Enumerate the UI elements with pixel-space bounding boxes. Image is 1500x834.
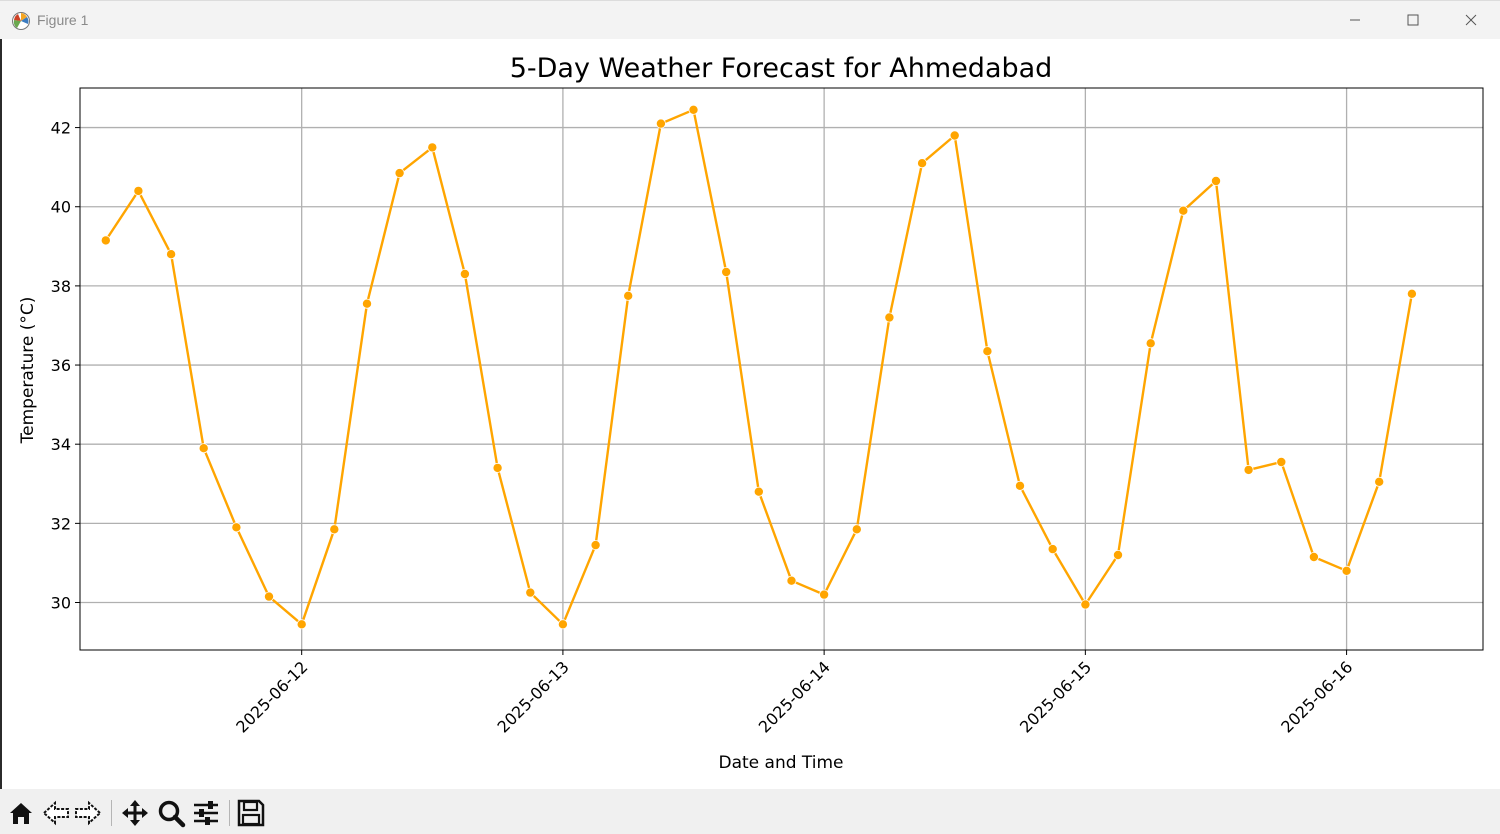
x-axis-label: Date and Time (718, 753, 843, 773)
axis-ticks: 30 32 34 36 38 40 42 2025-06-12 2025-06-13 2025-0… (51, 119, 1357, 737)
y-tick-label: 32 (51, 514, 71, 533)
data-point (198, 443, 209, 454)
data-point (851, 524, 862, 535)
y-tick-label: 38 (51, 277, 71, 296)
window-titlebar: Figure 1 (0, 0, 1500, 39)
window-edge (0, 39, 2, 789)
data-point (1113, 549, 1124, 560)
close-icon[interactable] (1460, 9, 1482, 31)
save-icon[interactable] (236, 798, 266, 828)
data-point (917, 158, 928, 169)
data-point (1080, 599, 1091, 610)
back-icon[interactable] (41, 798, 71, 828)
window-title: Figure 1 (37, 12, 89, 28)
data-point (623, 290, 634, 301)
data-point (1341, 565, 1352, 576)
figure-canvas[interactable]: 30 32 34 36 38 40 42 2025-06-12 2025-06-13 2025-0… (0, 39, 1500, 789)
y-tick-label: 36 (51, 356, 71, 375)
plot-frame (79, 87, 1484, 651)
data-point (166, 249, 177, 260)
data-point (361, 298, 372, 309)
data-point (1047, 544, 1058, 555)
data-point (492, 462, 503, 473)
x-tick-label: 2025-06-16 (1277, 657, 1356, 736)
zoom-icon[interactable] (156, 798, 186, 828)
data-point (1145, 338, 1156, 349)
data-point (982, 346, 993, 357)
data-point (557, 619, 568, 630)
toolbar-separator (229, 800, 230, 826)
pan-icon[interactable] (120, 798, 150, 828)
y-tick-label: 30 (51, 594, 71, 613)
data-point (688, 104, 699, 115)
maximize-icon[interactable] (1402, 9, 1424, 31)
data-point (1276, 456, 1287, 467)
data-point (1406, 288, 1417, 299)
data-point (296, 619, 307, 630)
data-point (459, 268, 470, 279)
x-tick-label: 2025-06-12 (232, 657, 311, 736)
minimize-icon[interactable] (1344, 9, 1366, 31)
data-point (329, 524, 340, 535)
data-point (1178, 205, 1189, 216)
data-point (786, 575, 797, 586)
data-point (721, 266, 732, 277)
x-tick-label: 2025-06-13 (494, 657, 573, 736)
x-tick-label: 2025-06-14 (755, 657, 834, 736)
data-point (133, 185, 144, 196)
data-point (100, 235, 111, 246)
x-tick-label: 2025-06-15 (1016, 657, 1095, 736)
configure-subplots-icon[interactable] (191, 798, 221, 828)
data-point (590, 540, 601, 551)
data-point (427, 142, 438, 153)
data-point (1015, 480, 1026, 491)
data-point (884, 312, 895, 323)
data-point (1308, 552, 1319, 563)
data-point (231, 522, 242, 533)
data-point (753, 486, 764, 497)
y-tick-label: 34 (51, 435, 71, 454)
matplotlib-logo-icon (11, 11, 31, 31)
y-tick-label: 40 (51, 198, 71, 217)
line-chart: 30 32 34 36 38 40 42 2025-06-12 2025-06-13 2025-0… (18, 53, 1484, 773)
series-layer (100, 104, 1417, 630)
toolbar-separator (111, 800, 112, 826)
data-point (1243, 464, 1254, 475)
data-point (655, 118, 666, 129)
forward-icon[interactable] (73, 798, 103, 828)
navigation-toolbar (0, 789, 1500, 834)
y-tick-label: 42 (51, 119, 71, 138)
data-point (949, 130, 960, 141)
data-point (394, 168, 405, 179)
data-point (1211, 175, 1222, 186)
grid-lines (80, 88, 1483, 650)
y-axis-label: Temperature (°C) (18, 297, 38, 445)
data-point (1374, 476, 1385, 487)
chart-title: 5-Day Weather Forecast for Ahmedabad (510, 53, 1053, 84)
data-point (819, 589, 830, 600)
data-point (525, 587, 536, 598)
data-point (263, 591, 274, 602)
home-icon[interactable] (6, 798, 36, 828)
